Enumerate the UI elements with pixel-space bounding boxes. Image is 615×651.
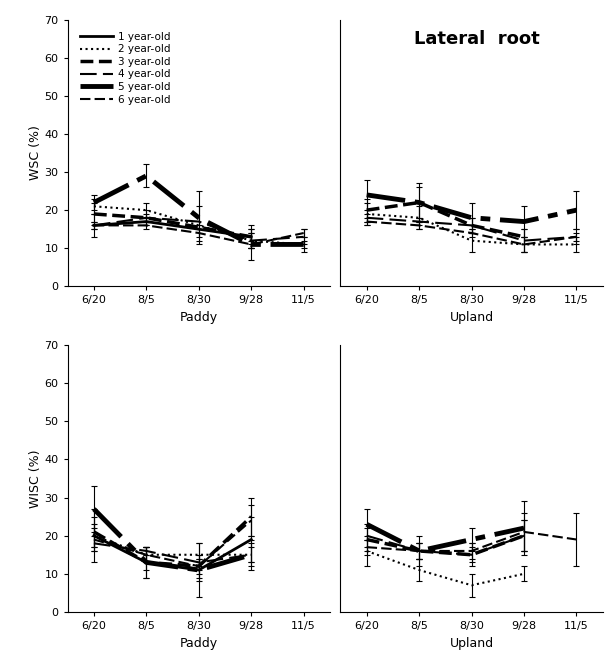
Y-axis label: WISC (%): WISC (%) — [29, 449, 42, 508]
X-axis label: Paddy: Paddy — [180, 311, 218, 324]
Text: Lateral  root: Lateral root — [414, 30, 540, 48]
Legend: 1 year-old, 2 year-old, 3 year-old, 4 year-old, 5 year-old, 6 year-old: 1 year-old, 2 year-old, 3 year-old, 4 ye… — [76, 27, 175, 109]
X-axis label: Upland: Upland — [450, 311, 494, 324]
X-axis label: Upland: Upland — [450, 637, 494, 650]
Y-axis label: WSC (%): WSC (%) — [29, 126, 42, 180]
X-axis label: Paddy: Paddy — [180, 637, 218, 650]
